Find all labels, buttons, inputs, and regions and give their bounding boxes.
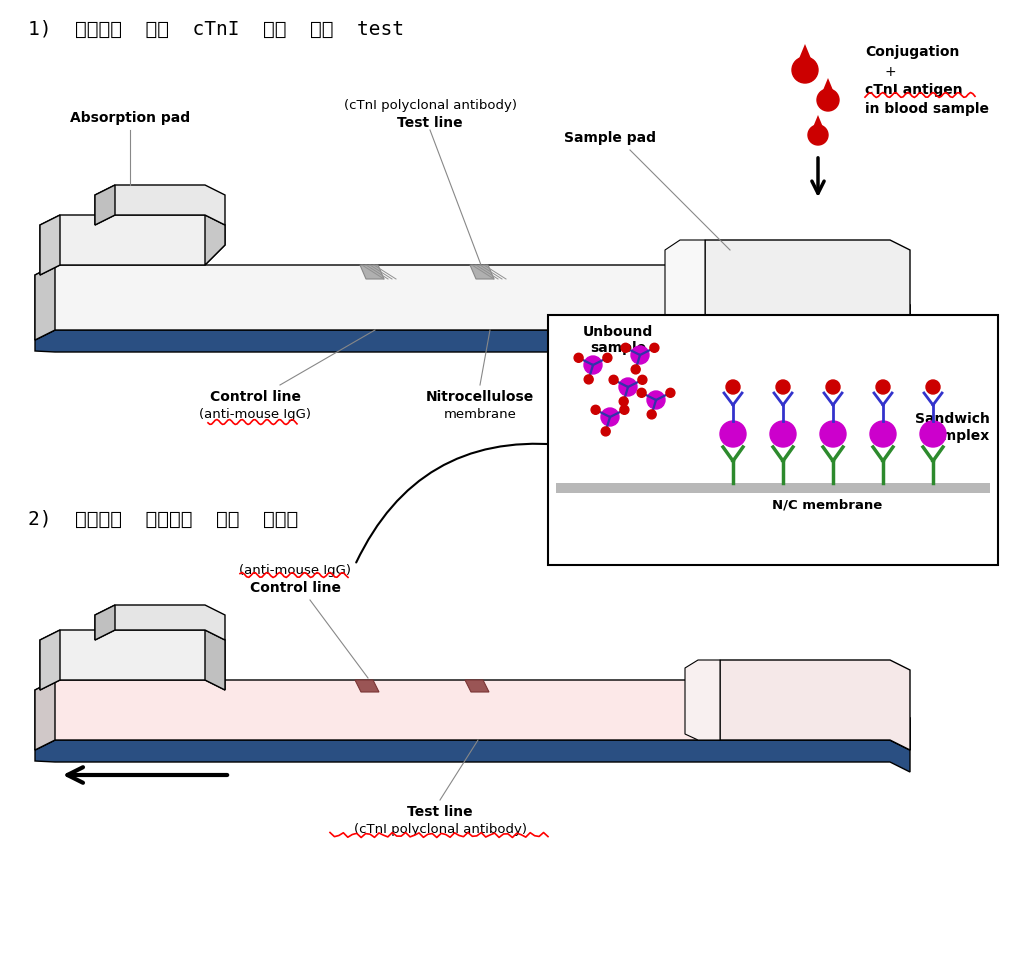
Polygon shape <box>205 630 225 690</box>
Polygon shape <box>685 660 720 740</box>
Text: (cTnI polyclonal antibody): (cTnI polyclonal antibody) <box>344 99 516 112</box>
Circle shape <box>647 410 657 418</box>
Circle shape <box>619 397 628 406</box>
Text: N/C membrane: N/C membrane <box>772 498 882 511</box>
Circle shape <box>876 380 890 394</box>
Text: Test line: Test line <box>397 116 463 130</box>
Polygon shape <box>720 660 910 750</box>
Circle shape <box>820 421 846 447</box>
Polygon shape <box>811 115 825 132</box>
FancyBboxPatch shape <box>548 315 998 565</box>
Text: Sample pad: Sample pad <box>564 131 656 145</box>
Text: Unbound
sample: Unbound sample <box>583 325 654 355</box>
Text: Control line: Control line <box>249 581 341 595</box>
Polygon shape <box>890 285 910 340</box>
Polygon shape <box>35 680 910 750</box>
Circle shape <box>776 380 790 394</box>
Circle shape <box>647 391 665 409</box>
Circle shape <box>826 380 840 394</box>
Circle shape <box>926 380 940 394</box>
Bar <box>556 483 990 493</box>
Polygon shape <box>95 605 115 640</box>
Text: Conjugation: Conjugation <box>865 45 959 59</box>
Circle shape <box>603 354 611 363</box>
Polygon shape <box>40 215 225 275</box>
Polygon shape <box>35 265 910 340</box>
Circle shape <box>920 421 946 447</box>
Circle shape <box>601 408 619 426</box>
Polygon shape <box>95 605 225 640</box>
Circle shape <box>817 89 839 111</box>
Polygon shape <box>705 240 910 340</box>
Polygon shape <box>35 740 910 772</box>
Text: (cTnI polyclonal antibody): (cTnI polyclonal antibody) <box>354 823 526 836</box>
Polygon shape <box>355 680 379 692</box>
Circle shape <box>621 343 630 352</box>
Text: Absorption pad: Absorption pad <box>70 111 190 125</box>
Circle shape <box>609 375 618 384</box>
Text: Sandwich
complex: Sandwich complex <box>915 413 990 443</box>
Text: cTnI antigen: cTnI antigen <box>865 83 962 97</box>
Circle shape <box>638 375 647 384</box>
Polygon shape <box>40 215 60 275</box>
Polygon shape <box>40 630 60 690</box>
Polygon shape <box>35 330 910 362</box>
Text: (anti-mouse IgG): (anti-mouse IgG) <box>199 408 311 421</box>
Text: in blood sample: in blood sample <box>865 102 989 116</box>
Circle shape <box>649 343 659 352</box>
Circle shape <box>619 378 637 396</box>
Text: +: + <box>885 65 897 79</box>
Polygon shape <box>35 265 55 340</box>
Circle shape <box>870 421 896 447</box>
Polygon shape <box>35 680 55 750</box>
Text: Nitrocellulose: Nitrocellulose <box>426 390 535 404</box>
Circle shape <box>792 57 818 83</box>
Circle shape <box>620 406 629 415</box>
Circle shape <box>770 421 796 447</box>
Circle shape <box>808 125 828 145</box>
Circle shape <box>637 388 646 397</box>
Circle shape <box>575 354 583 363</box>
Polygon shape <box>465 680 489 692</box>
Circle shape <box>631 365 640 374</box>
Circle shape <box>584 375 593 384</box>
Polygon shape <box>821 78 836 97</box>
Text: (anti-mouse IgG): (anti-mouse IgG) <box>239 564 351 577</box>
Circle shape <box>666 388 675 397</box>
Text: membrane: membrane <box>443 408 516 421</box>
Circle shape <box>720 421 746 447</box>
Polygon shape <box>40 630 225 690</box>
Polygon shape <box>95 185 115 225</box>
Text: Control line: Control line <box>209 390 301 404</box>
Circle shape <box>584 356 602 374</box>
Circle shape <box>726 380 740 394</box>
Polygon shape <box>470 265 494 279</box>
Polygon shape <box>796 44 814 66</box>
Polygon shape <box>95 185 225 225</box>
Circle shape <box>601 427 610 436</box>
Polygon shape <box>890 698 910 750</box>
Text: 2)  샌드위치  어세이를  위한  모식도: 2) 샌드위치 어세이를 위한 모식도 <box>28 510 299 529</box>
Polygon shape <box>360 265 384 279</box>
Circle shape <box>631 346 649 364</box>
Polygon shape <box>665 240 705 330</box>
Polygon shape <box>205 215 225 265</box>
Text: Test line: Test line <box>407 805 473 819</box>
Circle shape <box>591 406 600 415</box>
Text: 1)  래피트킷  기반  cTnI  진단  칩의  test: 1) 래피트킷 기반 cTnI 진단 칩의 test <box>28 20 404 39</box>
